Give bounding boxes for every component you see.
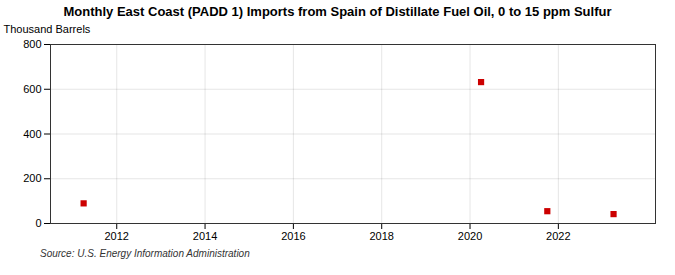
svg-text:600: 600 [23, 83, 41, 95]
svg-text:400: 400 [23, 128, 41, 140]
svg-text:2018: 2018 [369, 230, 393, 242]
html-text:Source: U.S. Energy Informatio: Source: U.S. Energy Information Administ… [40, 248, 250, 259]
svg-text:2016: 2016 [281, 230, 305, 242]
svg-text:2014: 2014 [193, 230, 217, 242]
svg-text:2020: 2020 [458, 230, 482, 242]
html-text:Monthly East Coast (PADD 1) Im: Monthly East Coast (PADD 1) Imports from… [63, 4, 612, 19]
svg-text:Thousand Barrels: Thousand Barrels [4, 23, 91, 35]
svg-text:800: 800 [23, 38, 41, 50]
svg-text:0: 0 [35, 217, 41, 229]
svg-text:2012: 2012 [104, 230, 128, 242]
svg-text:2022: 2022 [546, 230, 570, 242]
svg-text:200: 200 [23, 172, 41, 184]
